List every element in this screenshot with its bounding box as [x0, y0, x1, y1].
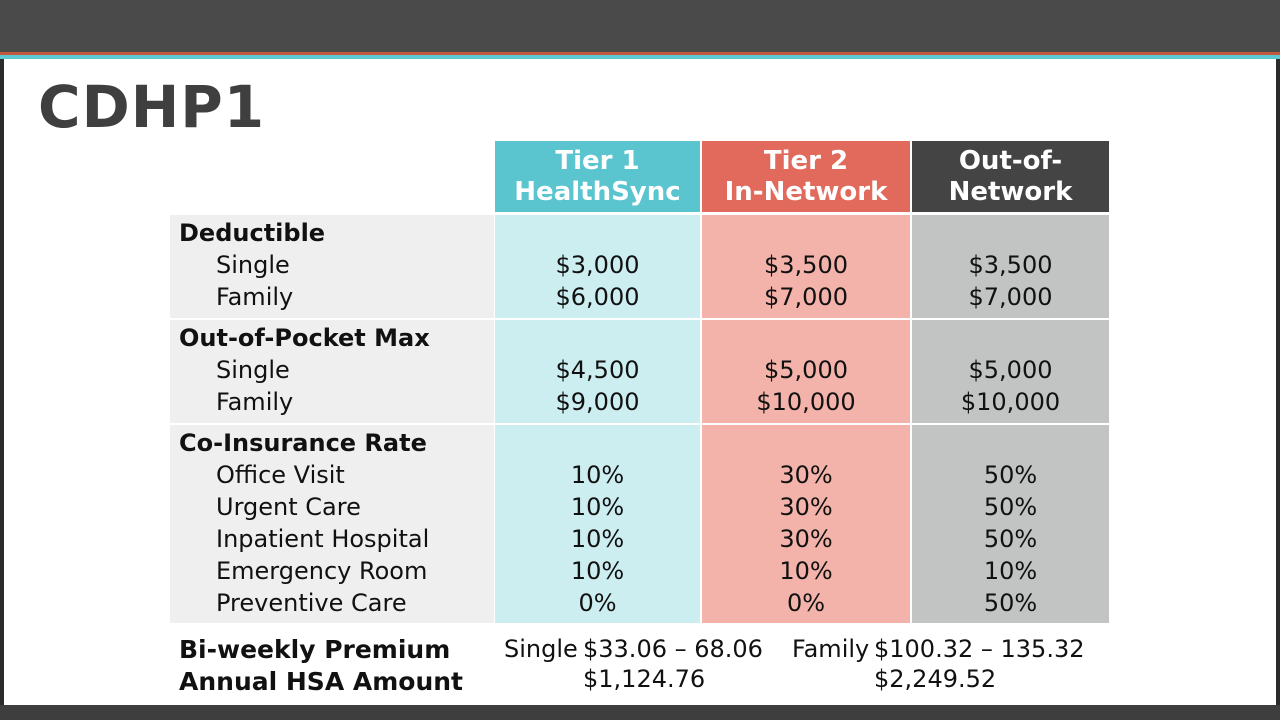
cell-value-tier-1: 10% — [570, 493, 625, 521]
column-bg-tier-2 — [702, 320, 910, 423]
cell-value-tier-2: 30% — [779, 525, 833, 553]
slide-title: CDHP1 — [38, 73, 266, 141]
accent-stripe-blue — [0, 55, 1280, 59]
cell-value-tier-2: 30% — [779, 461, 833, 489]
cell-value-out-of-network: $10,000 — [960, 388, 1061, 416]
bottom-bar — [0, 705, 1280, 720]
row-label: Office Visit — [216, 461, 345, 489]
cell-value-out-of-network: $3,500 — [968, 251, 1053, 279]
header-tier-2: Tier 2 In-Network — [702, 141, 910, 212]
cell-value-tier-1: 10% — [570, 557, 625, 585]
column-bg-tier-1 — [495, 425, 700, 623]
single-hsa: $1,124.76 — [583, 665, 706, 693]
cell-value-tier-1: $6,000 — [555, 283, 640, 311]
column-bg-out-of-network — [912, 215, 1109, 318]
column-bg-tier-1 — [495, 320, 700, 423]
row-label: Preventive Care — [216, 589, 407, 617]
section-label-bg — [170, 425, 494, 623]
header-out-of-network-line2: Network — [948, 176, 1073, 207]
family-label: Family — [792, 635, 870, 663]
column-bg-out-of-network — [912, 425, 1109, 623]
row-label: Inpatient Hospital — [216, 525, 430, 553]
row-label: Family — [216, 388, 294, 416]
header-tier-1: Tier 1 HealthSync — [495, 141, 700, 212]
cell-value-tier-1: $4,500 — [555, 356, 640, 384]
cell-value-tier-2: 30% — [779, 493, 833, 521]
top-bar — [0, 0, 1280, 52]
column-bg-tier-2 — [702, 215, 910, 318]
cell-value-out-of-network: 10% — [983, 557, 1038, 585]
header-tier-2-line2: In-Network — [724, 176, 888, 207]
section-label-bg — [170, 320, 494, 423]
cell-value-tier-2: $10,000 — [756, 388, 856, 416]
header-tier-1-line1: Tier 1 — [555, 145, 640, 176]
row-label: Urgent Care — [216, 493, 361, 521]
column-bg-tier-2 — [702, 425, 910, 623]
cell-value-out-of-network: 50% — [983, 525, 1038, 553]
header-tier-2-line1: Tier 2 — [763, 145, 849, 176]
row-label: Single — [216, 251, 290, 279]
section-heading: Out-of-Pocket Max — [179, 324, 430, 352]
cell-value-tier-1: $9,000 — [555, 388, 640, 416]
cell-value-tier-2: 10% — [779, 557, 833, 585]
cell-value-tier-2: 0% — [786, 589, 826, 617]
slide: CDHP1 Tier 1 HealthSync Tier 2 In-Networ… — [4, 59, 1276, 705]
section-heading: Deductible — [179, 219, 326, 247]
cell-value-tier-2: $3,500 — [764, 251, 848, 279]
accent-stripe — [0, 52, 1280, 55]
single-premium: $33.06 – 68.06 — [583, 635, 763, 663]
column-bg-out-of-network — [912, 320, 1109, 423]
hsa-label: Annual HSA Amount — [179, 667, 463, 696]
row-label: Single — [216, 356, 290, 384]
premium-label: Bi-weekly Premium — [179, 635, 451, 664]
cell-value-tier-1: 10% — [570, 525, 625, 553]
cell-value-tier-1: 10% — [570, 461, 625, 489]
row-label: Family — [216, 283, 294, 311]
cell-value-out-of-network: 50% — [983, 589, 1038, 617]
section-label-bg — [170, 215, 494, 318]
cell-value-out-of-network: $7,000 — [968, 283, 1053, 311]
column-bg-tier-1 — [495, 215, 700, 318]
section-heading: Co-Insurance Rate — [179, 429, 427, 457]
row-label: Emergency Room — [216, 557, 428, 585]
single-label: Single — [504, 635, 578, 663]
header-out-of-network: Out-of- Network — [912, 141, 1109, 212]
cell-value-tier-2: $5,000 — [764, 356, 848, 384]
header-out-of-network-line1: Out-of- — [958, 145, 1063, 176]
family-hsa: $2,249.52 — [874, 665, 997, 693]
cell-value-tier-1: $3,000 — [555, 251, 640, 279]
cell-value-out-of-network: 50% — [983, 493, 1038, 521]
cell-value-tier-1: 0% — [578, 589, 617, 617]
header-tier-1-line2: HealthSync — [514, 176, 681, 207]
cell-value-out-of-network: 50% — [983, 461, 1038, 489]
family-premium: $100.32 – 135.32 — [874, 635, 1085, 663]
cell-value-tier-2: $7,000 — [764, 283, 848, 311]
cell-value-out-of-network: $5,000 — [968, 356, 1053, 384]
